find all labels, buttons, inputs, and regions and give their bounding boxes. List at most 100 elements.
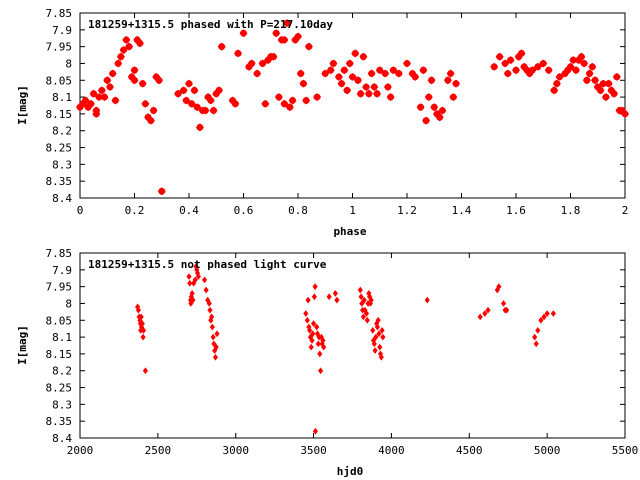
top-data-point	[577, 52, 586, 61]
bottom-data-point	[370, 327, 376, 334]
top-data-point	[621, 110, 629, 118]
top-data-point	[125, 42, 133, 51]
bottom-y-tick-label: 8.35	[46, 415, 73, 428]
top-data-point	[234, 49, 242, 58]
bottom-points	[135, 263, 556, 435]
bottom-data-point	[211, 340, 217, 348]
bottom-data-point	[311, 293, 317, 301]
top-data-point	[435, 113, 444, 122]
bottom-x-tick-label: 5500	[612, 444, 639, 457]
top-data-point	[356, 89, 365, 98]
bottom-data-point	[360, 313, 366, 321]
top-data-point	[384, 83, 392, 91]
top-data-point	[217, 42, 226, 51]
bottom-data-point	[496, 283, 502, 290]
top-data-point	[155, 76, 163, 85]
bottom-data-point	[363, 310, 370, 317]
top-data-point	[106, 83, 114, 91]
bottom-data-point	[308, 343, 314, 351]
top-data-point	[299, 79, 308, 88]
top-plot-frame	[79, 12, 626, 199]
bottom-data-point	[485, 306, 491, 314]
top-data-point	[501, 59, 509, 68]
bottom-data-point	[533, 340, 539, 348]
bottom-x-tick-label: 2000	[67, 444, 94, 457]
bottom-data-point	[378, 353, 384, 361]
top-data-point	[599, 79, 608, 88]
top-y-tick-label: 8.25	[46, 142, 73, 155]
top-data-point	[288, 96, 297, 105]
bottom-data-point	[541, 313, 547, 321]
top-y-tick-label: 7.85	[46, 7, 73, 20]
bottom-y-tick-label: 7.9	[52, 264, 72, 277]
bottom-data-point	[372, 347, 378, 354]
bottom-data-point	[310, 330, 316, 338]
bottom-x-tick-label: 3500	[300, 444, 327, 457]
bottom-data-point	[314, 323, 320, 331]
top-data-point	[585, 69, 594, 78]
bottom-data-point	[320, 337, 326, 344]
bottom-data-point	[206, 300, 212, 307]
top-y-axis-label: I[mag]	[16, 85, 29, 125]
top-data-point	[275, 93, 283, 101]
top-data-point	[553, 79, 561, 88]
bottom-data-point	[374, 323, 380, 331]
top-data-point	[141, 99, 150, 108]
top-x-tick-label: 1.6	[506, 204, 526, 217]
top-data-point	[596, 86, 605, 95]
top-data-point	[604, 79, 613, 88]
top-y-tick-label: 8.1	[52, 91, 72, 104]
top-data-point	[416, 103, 425, 112]
top-data-point	[362, 83, 370, 91]
top-y-tick-label: 8.15	[46, 108, 73, 121]
top-data-point	[582, 76, 591, 85]
top-data-point	[572, 66, 580, 75]
bottom-data-point	[310, 320, 317, 327]
top-points	[76, 19, 629, 196]
top-data-point	[424, 93, 433, 101]
top-data-point	[321, 69, 330, 78]
top-data-point	[187, 99, 196, 108]
bottom-data-point	[377, 343, 383, 351]
top-data-point	[403, 59, 411, 68]
top-x-tick-label: 0.2	[125, 204, 145, 217]
bottom-data-point	[371, 340, 377, 348]
bottom-data-point	[477, 313, 483, 321]
bottom-data-point	[207, 306, 213, 314]
bottom-y-tick-label: 8.05	[46, 314, 73, 327]
bottom-data-point	[359, 300, 365, 307]
top-y-tick-label: 8.35	[46, 175, 73, 188]
bottom-y-tick-label: 7.85	[46, 247, 73, 260]
top-x-tick-label: 0.8	[288, 204, 308, 217]
bottom-y-tick-label: 7.95	[46, 281, 73, 294]
bottom-data-point	[303, 310, 309, 317]
top-data-point	[147, 116, 155, 125]
top-data-point	[201, 106, 210, 115]
top-data-point	[354, 76, 362, 85]
bottom-data-point	[500, 300, 507, 307]
bottom-plot-frame	[79, 252, 626, 439]
top-data-point	[103, 76, 112, 85]
top-data-point	[272, 29, 281, 38]
bottom-y-tick-label: 8	[65, 297, 72, 310]
top-x-tick-label: 1.8	[561, 204, 581, 217]
top-y-tick-label: 8.4	[52, 192, 72, 205]
top-data-point	[95, 93, 103, 101]
bottom-data-point	[321, 343, 327, 351]
bottom-data-point	[550, 310, 556, 317]
top-data-point	[512, 66, 520, 75]
bottom-x-tick-label: 4000	[378, 444, 405, 457]
top-x-ticks: 0 0.2 0.4 0.6 0.8 1 1.2 1.4 1.6 1.8 2	[77, 13, 628, 217]
bottom-data-point	[373, 333, 379, 341]
top-data-point	[370, 83, 379, 91]
top-data-point	[588, 62, 597, 71]
top-data-point	[367, 69, 376, 78]
top-data-point	[157, 187, 166, 196]
bottom-data-point	[309, 337, 315, 344]
top-data-point	[280, 99, 289, 108]
bottom-y-tick-label: 8.15	[46, 348, 73, 361]
top-data-point	[117, 52, 125, 61]
bottom-data-point	[375, 316, 381, 324]
bottom-data-point	[379, 327, 385, 334]
top-data-point	[296, 69, 305, 78]
